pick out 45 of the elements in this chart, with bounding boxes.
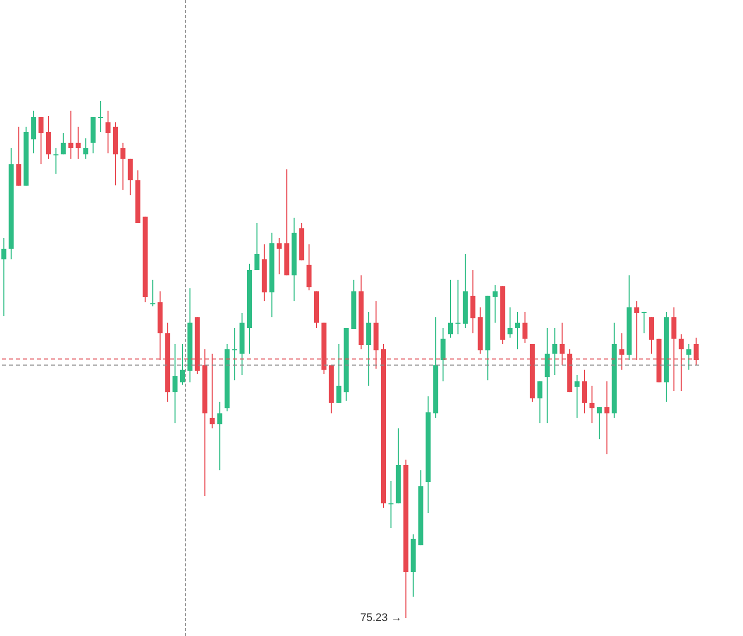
candlestick — [53, 148, 58, 174]
candlestick — [106, 110, 111, 154]
candlestick — [217, 401, 222, 471]
candlestick — [686, 343, 692, 370]
candlestick — [98, 100, 104, 133]
candlestick — [388, 480, 394, 529]
candlestick — [537, 380, 542, 424]
candlestick — [38, 116, 44, 165]
candlestick — [128, 158, 133, 196]
candlestick — [552, 327, 558, 376]
candlestick — [492, 284, 498, 324]
candlestick — [120, 142, 126, 190]
candlestick — [455, 279, 460, 335]
candlestick — [83, 138, 88, 160]
candlestick — [254, 222, 260, 271]
candlestick — [574, 374, 580, 418]
candlestick — [642, 311, 647, 334]
annotation: 75.23 → — [360, 612, 402, 624]
candlestick — [582, 369, 588, 414]
candlestick — [336, 343, 342, 404]
candlestick — [508, 306, 513, 338]
candlestick — [150, 279, 156, 307]
candlestick — [515, 311, 520, 350]
candlestick — [276, 238, 282, 275]
candlestick — [522, 311, 528, 344]
candlestick — [180, 343, 185, 386]
candlestick — [68, 110, 74, 160]
candlestick — [60, 132, 66, 155]
candlestick — [232, 327, 238, 381]
candlestick — [544, 327, 550, 424]
candlestick — [31, 110, 36, 154]
candlestick — [46, 115, 51, 160]
candlestick — [306, 244, 312, 291]
candlestick — [589, 385, 594, 424]
candlestick — [604, 380, 610, 455]
candlestick — [1, 238, 6, 317]
candlestick — [440, 327, 446, 382]
candlestick — [16, 126, 22, 186]
candlestick — [172, 343, 178, 424]
candlestick — [470, 270, 476, 334]
candlestick — [596, 406, 602, 440]
candlestick — [448, 279, 454, 338]
candlestick — [366, 311, 372, 386]
candlestick — [649, 316, 654, 354]
candlestick — [76, 126, 81, 160]
